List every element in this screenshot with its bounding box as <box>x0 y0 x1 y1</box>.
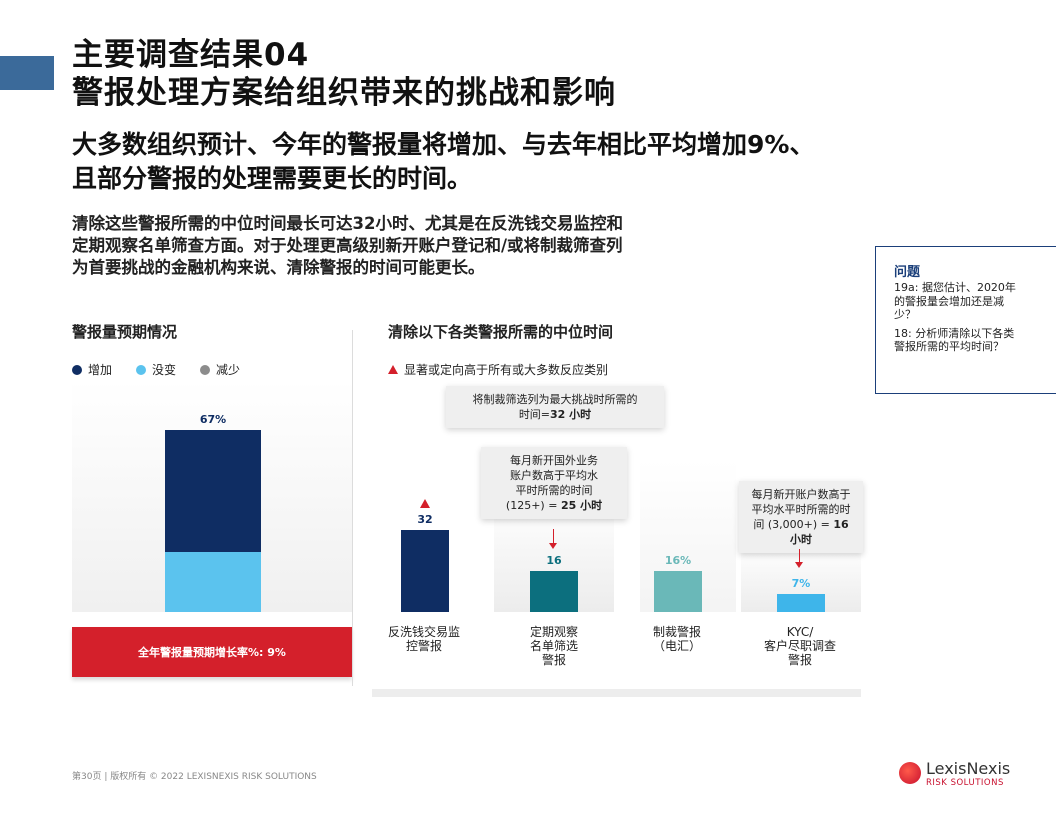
bar-3 <box>777 594 825 612</box>
intro-paragraph: 清除这些警报所需的中位时间最长可达32小时、尤其是在反洗钱交易监控和 定期观察名… <box>72 214 623 277</box>
category-label-aml: 反洗钱交易监 控警报 <box>387 625 460 653</box>
headline: 大多数组织预计、今年的警报量将增加、与去年相比平均增加9%、 且部分警报的处理需… <box>72 130 815 193</box>
category-label-sanctions: 制裁警报 （电汇） <box>652 625 701 653</box>
arrow-down-icon <box>795 562 803 568</box>
significance-triangle-icon <box>388 365 398 374</box>
bar-value-label: 16 <box>546 554 562 567</box>
callout-sanctions-challenge: 将制裁筛选列为最大挑战时所需的 时间=32 小时 <box>446 386 664 428</box>
legend-item-increase: 增加 <box>72 361 112 378</box>
decrease-dot-icon <box>200 364 211 375</box>
bar-0 <box>401 530 449 612</box>
page-footer: 第30页 | 版权所有 © 2022 LEXISNEXIS RISK SOLUT… <box>72 772 317 782</box>
chart-divider <box>352 330 353 686</box>
stacked-bar-label: 67% <box>199 413 227 426</box>
legend-item-same: 没变 <box>136 361 176 378</box>
stacked-bar-segment-increase <box>165 430 261 552</box>
category-label-watchlist: 定期观察 名单筛选 警报 <box>529 625 578 667</box>
page-title: 主要调查结果04 警报处理方案给组织带来的挑战和影响 <box>72 37 616 111</box>
left-chart-legend: 增加 没变 减少 <box>72 361 264 378</box>
question-heading: 问题 <box>894 265 921 280</box>
stacked-bar-segment-same <box>165 551 261 612</box>
callout-new-accounts: 每月新开账户数高于 平均水平时所需的时 间 (3,000+) = 16 小时 <box>739 481 863 553</box>
arrow-down-icon <box>549 543 557 549</box>
bar-value-label: 7% <box>791 577 811 591</box>
significance-triangle-icon <box>420 499 430 508</box>
chart-baseline-strip <box>372 689 861 697</box>
left-chart-title: 警报量预期情况 <box>72 323 178 341</box>
legend-item-decrease: 减少 <box>200 361 240 378</box>
annual-growth-banner: 全年警报量预期增长率%: 9% <box>72 627 352 677</box>
callout-arrow-line <box>799 549 800 563</box>
corner-accent-block <box>0 56 54 90</box>
bar-2 <box>654 571 702 612</box>
right-chart-title: 清除以下各类警报所需的中位时间 <box>388 323 614 341</box>
same-dot-icon <box>136 364 147 375</box>
right-chart-legend: 显著或定向高于所有或大多数反应类别 <box>388 361 608 378</box>
question-19a: 19a: 据您估计、2020年的警报量会增加还是减少？ <box>894 281 1016 321</box>
increase-dot-icon <box>72 364 82 375</box>
bar-1 <box>530 571 578 612</box>
callout-arrow-line <box>553 529 554 544</box>
lexisnexis-logo: LexisNexis RISK SOLUTIONS <box>899 760 1010 788</box>
bar-value-label: 16% <box>664 554 692 567</box>
lexisnexis-logo-icon <box>899 762 921 784</box>
bar-value-label: 32 <box>417 513 433 526</box>
callout-foreign-accounts: 每月新开国外业务 账户数高于平均水 平时所需的时间 (125+) = 25 小时 <box>481 447 627 519</box>
question-18: 18: 分析师清除以下各类警报所需的平均时间？ <box>894 326 1015 354</box>
question-box: 问题 19a: 据您估计、2020年的警报量会增加还是减少？ 18: 分析师清除… <box>875 246 1056 394</box>
category-label-kyc: KYC/ 客户尽职调查 警报 <box>763 625 836 667</box>
